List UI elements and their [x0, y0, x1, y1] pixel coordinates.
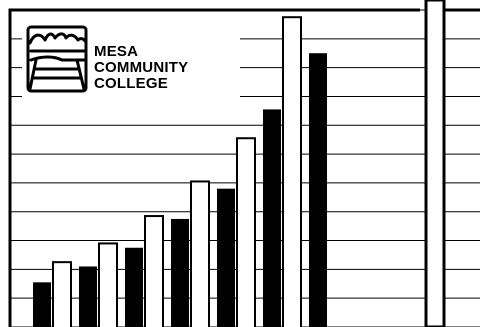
bar-series-2 — [144, 215, 164, 327]
bar-series-2 — [236, 137, 256, 327]
bar-series-1 — [125, 247, 143, 327]
college-logo: MESA COMMUNITY COLLEGE — [22, 22, 240, 100]
right-panel-border — [424, 0, 446, 327]
bar-series-1 — [309, 53, 327, 327]
bar-series-1 — [263, 109, 281, 327]
bar-series-1 — [33, 282, 51, 327]
logo-text-line-3: COLLEGE — [94, 75, 168, 92]
mesa-landscape-icon — [26, 25, 88, 93]
bar-series-1 — [171, 218, 189, 327]
bar-series-1 — [217, 188, 235, 327]
logo-text-line-2: COMMUNITY — [94, 59, 188, 76]
bar-series-2 — [98, 242, 118, 327]
logo-text-line-1: MESA — [94, 43, 138, 60]
bar-series-1 — [79, 266, 97, 327]
bar-series-2 — [190, 180, 210, 327]
bar-series-2 — [282, 16, 302, 327]
frame-top-left — [8, 8, 420, 327]
chart-bars — [33, 16, 327, 327]
bar-series-2 — [52, 261, 72, 327]
chart-frame — [8, 0, 480, 327]
